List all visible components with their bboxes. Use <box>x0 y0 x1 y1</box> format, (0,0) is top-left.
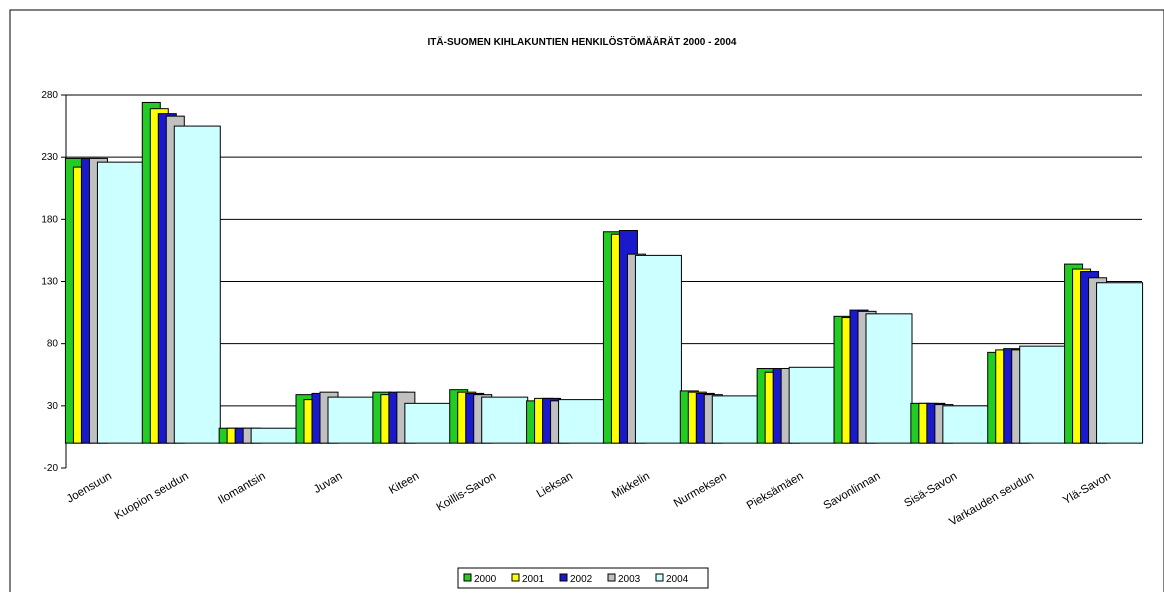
legend-label-2001: 2001 <box>522 574 545 585</box>
legend-swatch-2000 <box>463 573 472 582</box>
legend-swatch-2002 <box>559 573 568 582</box>
chart-title: ITÄ-SUOMEN KIHLAKUNTIEN HENKILÖSTÖMÄÄRÄT… <box>428 35 737 48</box>
legend-swatch-2001 <box>511 573 520 582</box>
legend-label-2000: 2000 <box>474 574 497 585</box>
bar-2004-9 <box>788 366 836 444</box>
bar-2004-3 <box>327 396 375 444</box>
legend-label-2003: 2003 <box>618 574 641 585</box>
bar-2004-12 <box>1019 345 1067 444</box>
y-tick-label: 30 <box>47 401 59 412</box>
y-tick-label: 280 <box>41 90 58 101</box>
legend-label-2002: 2002 <box>570 574 593 585</box>
y-axis: -20 30 80 130 180 230 280 <box>41 90 67 474</box>
y-tick-label: 180 <box>41 214 58 225</box>
bar-2004-1 <box>173 125 221 444</box>
legend-swatch-2003 <box>607 573 616 582</box>
bar-2004-0 <box>96 161 144 444</box>
bars <box>64 101 1144 444</box>
legend-box <box>457 567 709 589</box>
bar-2004-6 <box>558 399 606 444</box>
y-tick-label: -20 <box>44 463 59 474</box>
legend: 2000 2001 2002 2003 2004 <box>457 567 709 589</box>
y-tick-label: 230 <box>41 152 58 163</box>
bar-2004-2 <box>250 427 298 444</box>
y-tick-label: 80 <box>47 339 59 350</box>
bar-2004-10 <box>865 313 913 444</box>
bar-2004-11 <box>942 405 990 444</box>
y-tick-label: 130 <box>41 277 58 288</box>
bar-2004-7 <box>634 254 682 444</box>
bar-2004-8 <box>711 395 759 444</box>
legend-label-2004: 2004 <box>666 574 689 585</box>
bar-2004-13 <box>1096 282 1144 444</box>
legend-swatch-2004 <box>655 573 664 582</box>
bar-2004-4 <box>404 402 452 444</box>
bar-2004-5 <box>481 396 529 444</box>
